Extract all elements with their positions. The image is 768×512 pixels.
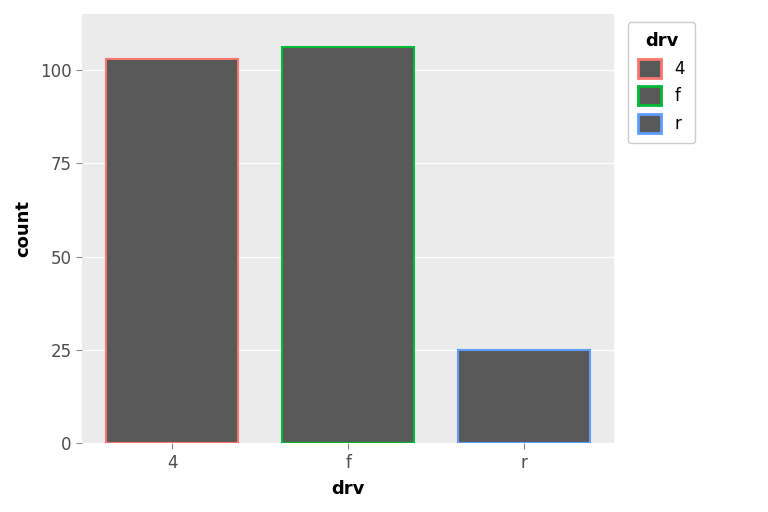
Bar (283, 48, 414, 443)
X-axis label: drv: drv (332, 480, 365, 498)
Y-axis label: count: count (14, 200, 32, 257)
Legend: 4, f, r: 4, f, r (628, 22, 695, 143)
Bar (107, 59, 238, 443)
Bar (458, 350, 591, 443)
